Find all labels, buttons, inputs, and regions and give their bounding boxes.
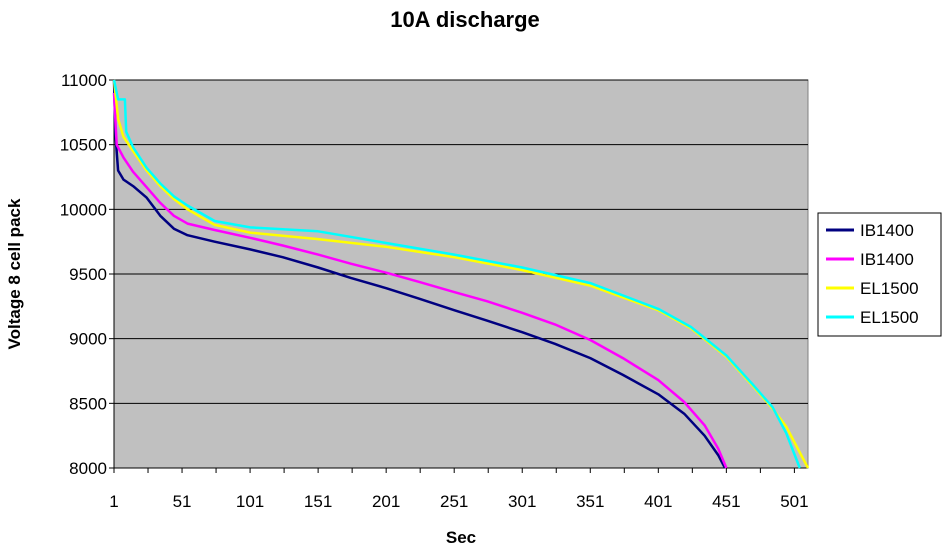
series-line-4 bbox=[112, 79, 801, 469]
x-tick-label: 201 bbox=[372, 492, 400, 511]
legend-label-4: EL1500 bbox=[860, 308, 919, 327]
x-axis-label: Sec bbox=[446, 528, 476, 547]
y-tick-label: 8500 bbox=[69, 394, 107, 413]
x-tick-label: 501 bbox=[780, 492, 808, 511]
y-axis-ticks: 8000 8500 9000 9500 10000 10500 11000 bbox=[60, 71, 114, 478]
x-tick-label: 1 bbox=[109, 492, 118, 511]
legend-label-1: IB1400 bbox=[860, 221, 914, 240]
x-tick-label: 51 bbox=[173, 492, 192, 511]
x-tick-label: 451 bbox=[712, 492, 740, 511]
y-tick-label: 9500 bbox=[69, 265, 107, 284]
x-tick-label: 101 bbox=[236, 492, 264, 511]
gridlines bbox=[114, 79, 808, 404]
y-tick-label: 9000 bbox=[69, 330, 107, 349]
series-line-1 bbox=[112, 79, 727, 469]
legend: IB1400 IB1400 EL1500 EL1500 bbox=[817, 212, 942, 337]
series-layer bbox=[112, 79, 810, 469]
y-tick-label: 10000 bbox=[60, 200, 107, 219]
x-tick-label: 151 bbox=[304, 492, 332, 511]
legend-label-2: IB1400 bbox=[860, 250, 914, 269]
x-tick-label: 401 bbox=[644, 492, 672, 511]
series-line-2 bbox=[112, 92, 728, 469]
x-tick-label: 251 bbox=[440, 492, 468, 511]
y-axis-label: Voltage 8 cell pack bbox=[5, 198, 24, 349]
y-tick-label: 10500 bbox=[60, 136, 107, 155]
x-axis-ticks: 1 51 101 151 201 251 301 351 401 451 501 bbox=[109, 468, 809, 511]
y-tick-label: 11000 bbox=[61, 71, 107, 90]
x-tick-label: 351 bbox=[576, 492, 604, 511]
x-tick-label: 301 bbox=[508, 492, 536, 511]
legend-label-3: EL1500 bbox=[860, 279, 919, 298]
y-tick-label: 8000 bbox=[69, 459, 107, 478]
chart-title: 10A discharge bbox=[390, 7, 540, 32]
